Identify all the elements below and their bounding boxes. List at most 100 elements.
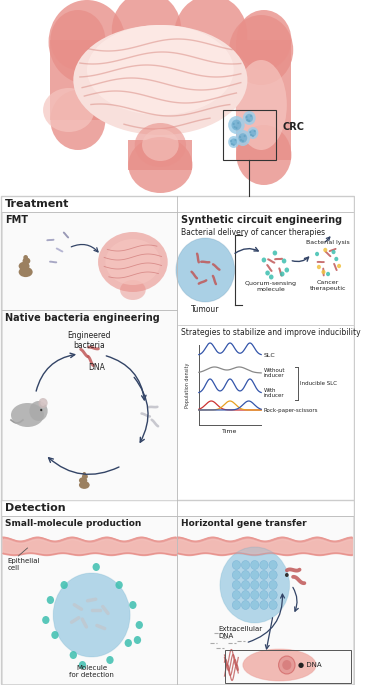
- Circle shape: [269, 580, 277, 590]
- Circle shape: [38, 398, 48, 408]
- Circle shape: [272, 251, 277, 256]
- Circle shape: [282, 258, 286, 264]
- Circle shape: [260, 560, 268, 569]
- Text: SLC: SLC: [264, 353, 276, 358]
- Bar: [1, 196, 354, 502]
- Circle shape: [315, 252, 319, 256]
- Text: Synthetic circuit engineering: Synthetic circuit engineering: [180, 215, 342, 225]
- Circle shape: [260, 571, 268, 580]
- Circle shape: [251, 560, 259, 569]
- Circle shape: [236, 130, 250, 146]
- Text: Population density: Population density: [185, 362, 190, 408]
- Circle shape: [40, 400, 46, 406]
- Text: Rock-paper-scissors: Rock-paper-scissors: [264, 408, 319, 412]
- Circle shape: [251, 601, 259, 610]
- Bar: [2, 516, 177, 684]
- Text: Detection: Detection: [5, 503, 65, 513]
- Circle shape: [279, 656, 295, 674]
- Circle shape: [285, 573, 289, 577]
- Ellipse shape: [23, 255, 28, 260]
- Text: FMT: FMT: [5, 215, 29, 225]
- Ellipse shape: [82, 474, 88, 479]
- Circle shape: [231, 142, 233, 145]
- Circle shape: [322, 270, 325, 274]
- Circle shape: [237, 122, 239, 124]
- Ellipse shape: [79, 481, 90, 489]
- Circle shape: [233, 144, 235, 146]
- Circle shape: [176, 238, 235, 302]
- Circle shape: [241, 580, 250, 590]
- Circle shape: [115, 581, 123, 589]
- Circle shape: [249, 131, 251, 133]
- Text: Tumour: Tumour: [191, 305, 219, 314]
- Circle shape: [228, 116, 245, 134]
- Ellipse shape: [98, 232, 168, 292]
- Circle shape: [269, 590, 277, 599]
- Text: Horizontal gene transfer: Horizontal gene transfer: [180, 519, 306, 528]
- Circle shape: [317, 265, 321, 269]
- Bar: [224, 650, 351, 683]
- Circle shape: [174, 0, 247, 75]
- Circle shape: [241, 601, 250, 610]
- Text: Without
inducer: Without inducer: [264, 368, 285, 378]
- Circle shape: [176, 238, 235, 302]
- Text: Inducible SLC: Inducible SLC: [300, 380, 337, 386]
- Circle shape: [50, 90, 105, 150]
- Ellipse shape: [105, 239, 160, 285]
- Circle shape: [53, 573, 130, 657]
- Circle shape: [248, 120, 250, 122]
- Ellipse shape: [87, 25, 234, 115]
- Text: Engineered
bacteria: Engineered bacteria: [67, 331, 111, 351]
- Circle shape: [284, 268, 289, 273]
- Bar: [1, 500, 354, 684]
- Circle shape: [53, 573, 130, 657]
- Circle shape: [125, 639, 132, 647]
- Ellipse shape: [135, 123, 186, 167]
- Circle shape: [42, 616, 50, 624]
- Text: Treatment: Treatment: [5, 199, 69, 209]
- Ellipse shape: [243, 649, 316, 681]
- Text: Cancer
therapeutic: Cancer therapeutic: [310, 280, 346, 291]
- Ellipse shape: [19, 262, 29, 271]
- Ellipse shape: [19, 267, 33, 277]
- Circle shape: [229, 15, 293, 85]
- Bar: [236, 40, 291, 160]
- Circle shape: [220, 547, 289, 623]
- Ellipse shape: [120, 280, 146, 300]
- Circle shape: [232, 590, 241, 599]
- Circle shape: [251, 571, 259, 580]
- Text: Native bacteria engineering: Native bacteria engineering: [5, 313, 160, 323]
- Circle shape: [70, 651, 77, 659]
- Circle shape: [250, 129, 256, 136]
- Circle shape: [48, 0, 125, 84]
- Text: Bacterial delivery of cancer therapies: Bacterial delivery of cancer therapies: [180, 228, 325, 237]
- Text: Extracellular
DNA: Extracellular DNA: [218, 626, 262, 639]
- Circle shape: [134, 636, 141, 644]
- Circle shape: [51, 631, 59, 639]
- Circle shape: [252, 135, 254, 137]
- Ellipse shape: [128, 137, 192, 193]
- Circle shape: [242, 140, 244, 142]
- Circle shape: [260, 601, 268, 610]
- Circle shape: [269, 601, 277, 610]
- Circle shape: [236, 125, 291, 185]
- Circle shape: [106, 656, 114, 664]
- Circle shape: [112, 0, 182, 68]
- Circle shape: [280, 271, 284, 277]
- Text: Time: Time: [222, 429, 238, 434]
- Circle shape: [92, 563, 100, 571]
- Circle shape: [250, 115, 252, 117]
- Circle shape: [282, 660, 291, 670]
- Circle shape: [323, 248, 327, 252]
- Circle shape: [50, 10, 105, 70]
- Circle shape: [220, 547, 289, 623]
- Circle shape: [269, 275, 274, 279]
- Circle shape: [245, 114, 253, 122]
- Circle shape: [240, 139, 242, 141]
- Text: Small-molecule production: Small-molecule production: [5, 519, 142, 528]
- Circle shape: [269, 571, 277, 580]
- Circle shape: [269, 560, 277, 569]
- Circle shape: [246, 119, 248, 121]
- Circle shape: [247, 127, 259, 139]
- Text: With
inducer: With inducer: [264, 388, 284, 399]
